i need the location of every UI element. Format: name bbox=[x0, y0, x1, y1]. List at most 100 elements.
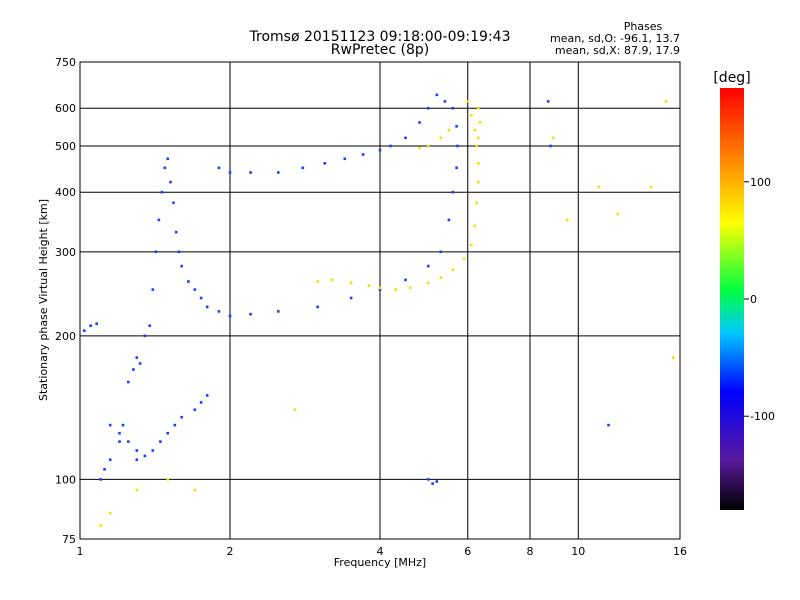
x-mode-point bbox=[394, 288, 397, 291]
y-axis-label: Stationary phase Virtual Height [km] bbox=[37, 199, 50, 401]
o-mode-point bbox=[163, 166, 167, 170]
x-mode-point bbox=[408, 286, 412, 290]
x-mode-point bbox=[293, 408, 297, 411]
stats-header: Phases bbox=[624, 20, 663, 33]
o-mode-point bbox=[118, 431, 121, 435]
o-mode-point bbox=[157, 218, 161, 222]
o-mode-point bbox=[427, 106, 430, 110]
y-tick-label: 400 bbox=[55, 186, 76, 199]
colorbar-tick-label: 0 bbox=[750, 293, 757, 306]
x-mode-point bbox=[477, 162, 480, 165]
x-tick-label: 16 bbox=[673, 545, 687, 558]
o-mode-point bbox=[205, 394, 209, 397]
x-mode-point bbox=[451, 268, 455, 272]
o-mode-point bbox=[447, 218, 451, 222]
stats-x-line: mean, sd,X: 87.9, 17.9 bbox=[555, 44, 680, 57]
o-mode-point bbox=[154, 250, 158, 254]
o-mode-point bbox=[180, 415, 183, 419]
o-mode-point bbox=[121, 423, 125, 427]
x-mode-point bbox=[439, 276, 443, 279]
o-mode-point bbox=[108, 458, 112, 461]
x-mode-point bbox=[99, 524, 102, 527]
x-mode-point bbox=[427, 144, 430, 148]
x-mode-point bbox=[616, 212, 619, 216]
y-tick-label: 200 bbox=[55, 330, 76, 343]
x-mode-point bbox=[378, 286, 382, 290]
o-mode-point bbox=[439, 250, 443, 254]
o-mode-point bbox=[217, 310, 221, 313]
x-mode-point bbox=[649, 185, 653, 189]
o-mode-point bbox=[160, 190, 164, 194]
o-mode-point bbox=[456, 144, 459, 148]
x-mode-point bbox=[477, 180, 480, 184]
x-mode-point bbox=[466, 100, 469, 103]
y-tick-label: 100 bbox=[55, 473, 76, 486]
grid-lines bbox=[80, 62, 680, 539]
x-mode-point bbox=[166, 478, 169, 481]
x-mode-point bbox=[551, 136, 555, 140]
x-mode-point bbox=[427, 281, 430, 285]
x-mode-point bbox=[349, 281, 353, 285]
x-axis-ticks: 1 2 4 6 8 10 16 bbox=[77, 545, 688, 558]
o-mode-point bbox=[151, 449, 155, 452]
x-mode-point bbox=[462, 257, 466, 261]
data-points bbox=[83, 93, 675, 527]
o-mode-point bbox=[435, 93, 439, 97]
o-mode-point bbox=[199, 296, 203, 300]
x-tick-label: 10 bbox=[571, 545, 585, 558]
x-mode-point bbox=[671, 356, 675, 359]
o-mode-point bbox=[127, 440, 130, 443]
x-mode-point bbox=[664, 100, 668, 103]
o-mode-point bbox=[343, 157, 347, 161]
o-mode-point bbox=[174, 230, 178, 234]
x-mode-point bbox=[316, 280, 319, 283]
o-mode-point bbox=[135, 356, 139, 359]
o-mode-point bbox=[249, 171, 252, 174]
o-mode-point bbox=[404, 278, 407, 282]
o-mode-point bbox=[217, 166, 221, 170]
o-mode-point bbox=[378, 288, 382, 291]
x-mode-point bbox=[447, 128, 451, 132]
o-mode-point bbox=[166, 431, 169, 435]
x-tick-label: 4 bbox=[377, 545, 384, 558]
o-mode-point bbox=[301, 166, 305, 170]
o-mode-point bbox=[138, 362, 142, 365]
x-mode-point bbox=[597, 185, 601, 189]
o-mode-point bbox=[228, 171, 232, 174]
x-mode-point bbox=[193, 488, 197, 492]
o-mode-point bbox=[431, 482, 434, 485]
o-mode-point bbox=[177, 250, 181, 254]
chart-subtitle: RwPretec (8p) bbox=[331, 42, 429, 58]
o-mode-point bbox=[349, 296, 353, 300]
o-mode-point bbox=[118, 440, 121, 443]
o-mode-point bbox=[549, 144, 552, 148]
o-mode-point bbox=[172, 201, 175, 205]
o-mode-point bbox=[180, 264, 183, 268]
o-mode-point bbox=[404, 136, 407, 140]
o-mode-point bbox=[166, 157, 169, 161]
x-mode-point bbox=[108, 511, 112, 515]
o-mode-point bbox=[95, 322, 98, 325]
o-mode-point bbox=[127, 380, 130, 384]
o-mode-point bbox=[135, 458, 139, 461]
o-mode-point bbox=[151, 288, 155, 291]
x-mode-point bbox=[477, 136, 480, 140]
o-mode-point bbox=[108, 423, 112, 427]
o-mode-point bbox=[83, 329, 86, 332]
o-mode-point bbox=[455, 166, 458, 170]
o-mode-point bbox=[193, 288, 197, 291]
colorbar-tick-label: 100 bbox=[750, 176, 771, 189]
o-mode-point bbox=[316, 305, 319, 309]
o-mode-point bbox=[187, 280, 190, 283]
o-mode-point bbox=[103, 468, 106, 471]
x-mode-point bbox=[477, 106, 480, 110]
y-tick-label: 600 bbox=[55, 102, 76, 115]
x-mode-point bbox=[135, 488, 139, 492]
o-mode-point bbox=[607, 423, 610, 427]
x-mode-point bbox=[470, 243, 473, 247]
o-mode-point bbox=[135, 449, 139, 452]
colorbar bbox=[720, 88, 744, 510]
x-mode-point bbox=[418, 146, 421, 150]
o-mode-point bbox=[443, 100, 447, 103]
